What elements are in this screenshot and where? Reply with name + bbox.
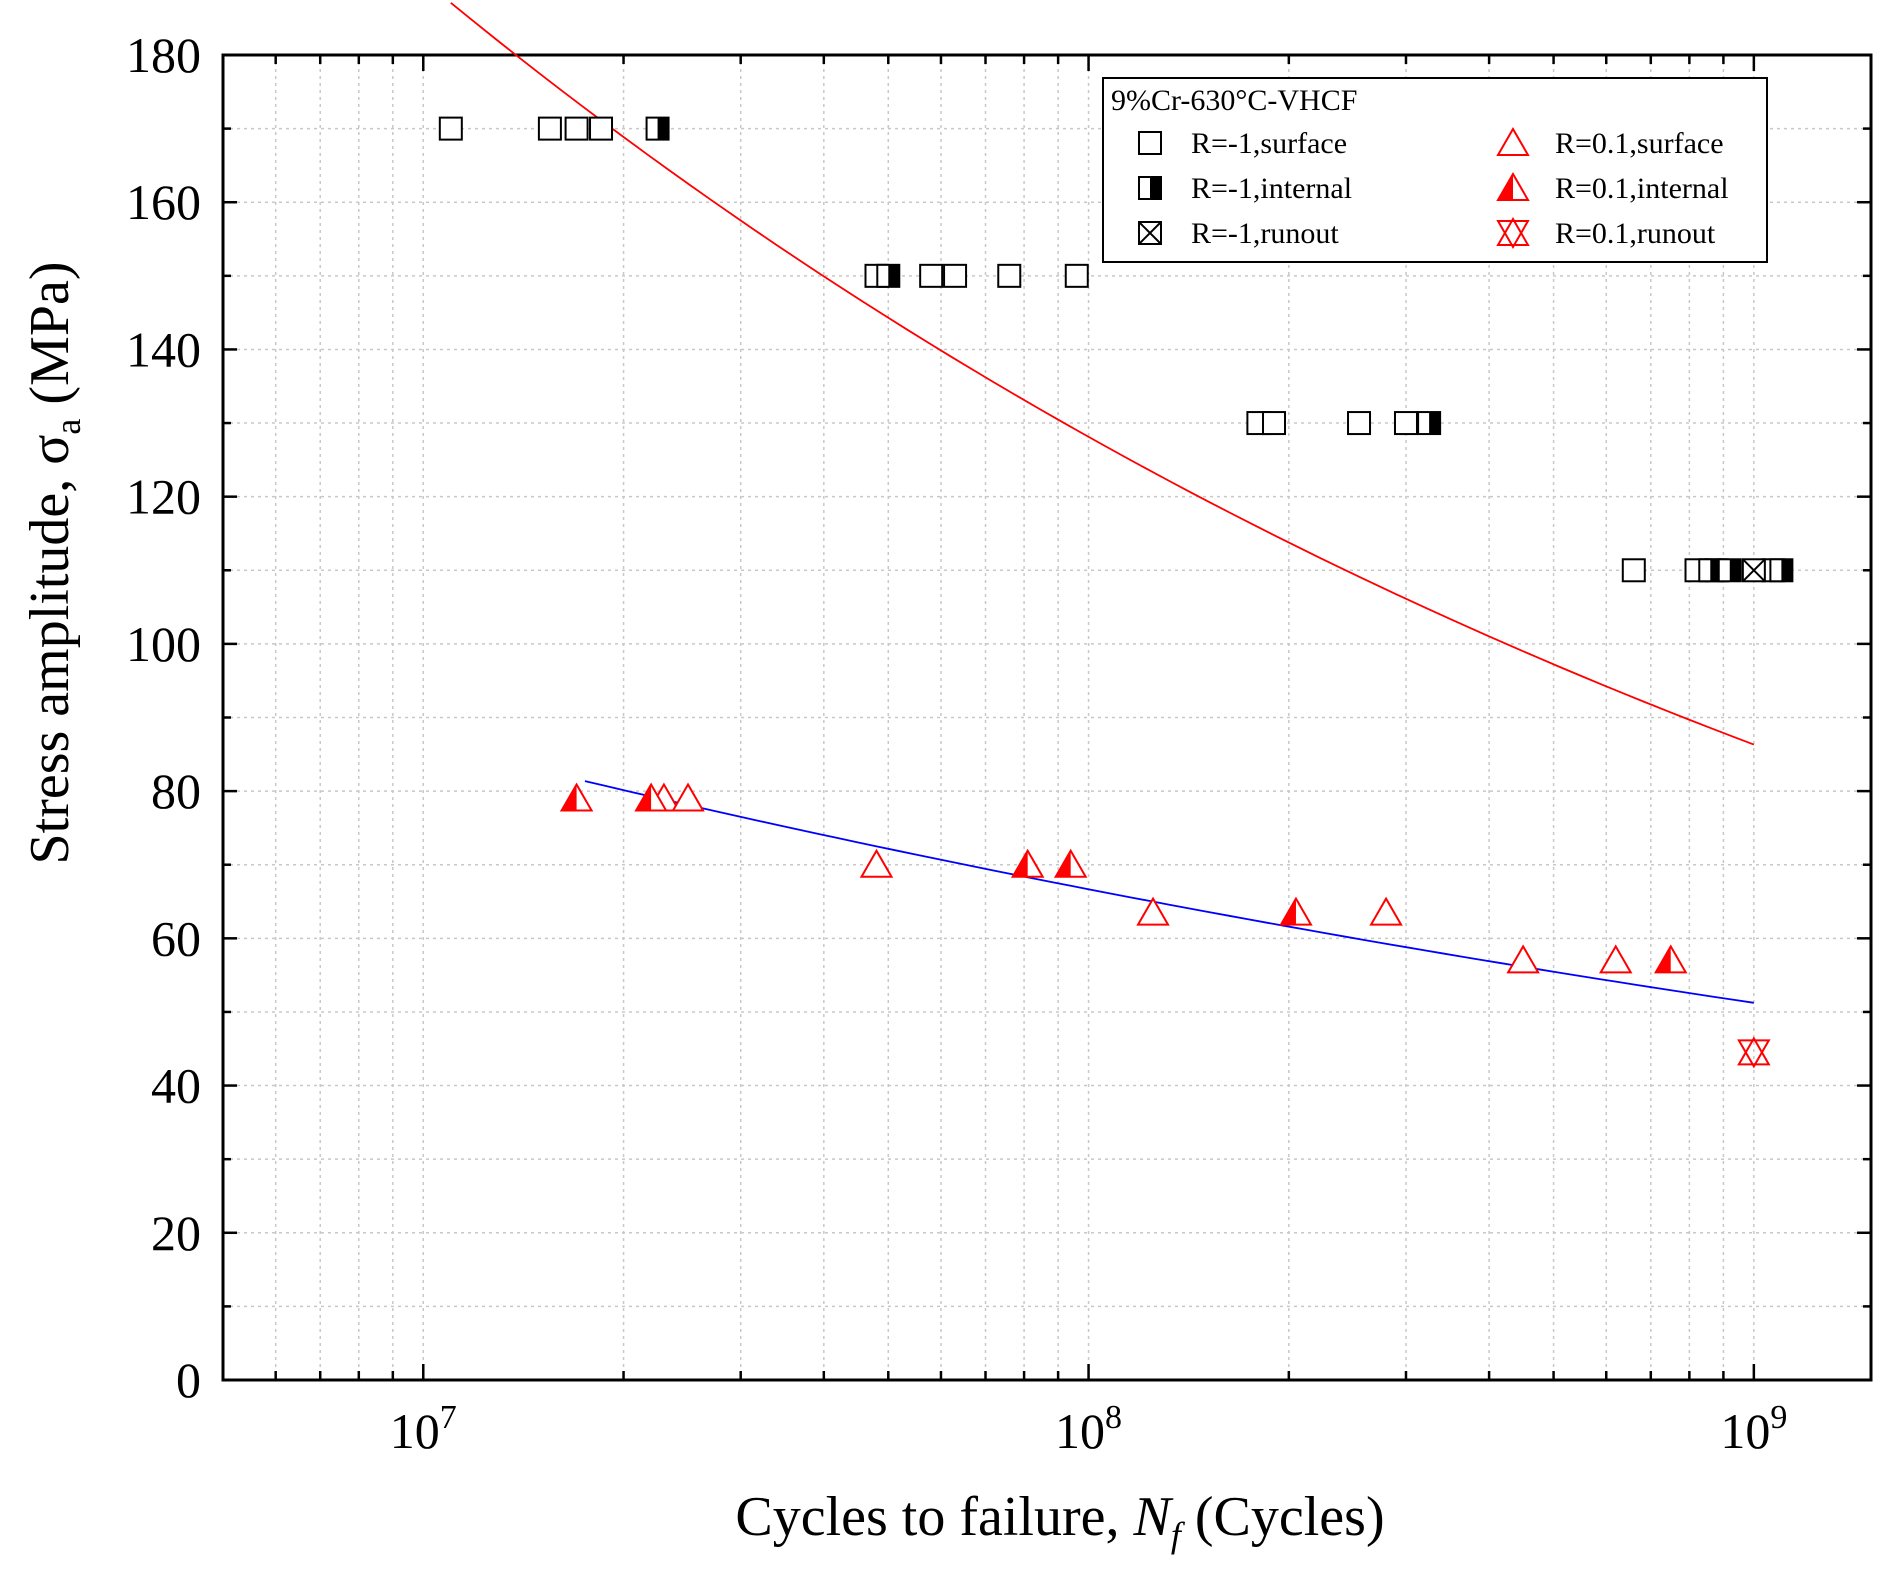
data-point <box>1506 944 1540 974</box>
legend-label: R=0.1,surface <box>1555 127 1724 160</box>
data-point <box>645 116 670 141</box>
legend-label: R=-1,runout <box>1191 217 1339 250</box>
series-r-0-1-internal <box>559 782 1688 974</box>
data-point <box>564 116 589 141</box>
series-r-1-surface <box>438 116 1786 583</box>
data-point <box>1741 558 1766 583</box>
data-point <box>1393 411 1418 436</box>
data-points <box>438 116 1794 1069</box>
data-point <box>1010 848 1045 878</box>
legend-marker <box>1138 176 1162 200</box>
data-point <box>1737 1036 1771 1069</box>
data-point <box>1653 944 1688 974</box>
x-tick-label: 109 <box>1720 1399 1787 1459</box>
data-point <box>1417 411 1442 436</box>
y-tick-label: 0 <box>176 1352 201 1408</box>
data-point <box>876 263 901 288</box>
x-tick-label: 108 <box>1055 1399 1122 1459</box>
data-point <box>1136 896 1170 926</box>
data-point <box>634 782 668 812</box>
axes: 0 20 40 60 80 100 120 140 160 180 107 108 109 <box>126 27 1873 1459</box>
x-tick-label: 107 <box>390 1399 457 1459</box>
fit-line <box>584 780 1754 1004</box>
series-r-1-internal <box>645 116 1794 583</box>
data-point <box>537 116 562 141</box>
data-point <box>943 263 968 288</box>
data-point <box>1598 944 1633 974</box>
legend-label: R=0.1,runout <box>1555 217 1716 250</box>
y-tick-label: 180 <box>126 27 201 83</box>
legend-marker <box>1496 171 1530 201</box>
fit-lines <box>450 2 1755 1004</box>
data-point <box>589 116 614 141</box>
data-point <box>1053 848 1088 878</box>
y-axis-title: Stress amplitude, σa (MPa) <box>19 261 88 864</box>
legend-title: 9%Cr-630°C-VHCF <box>1111 84 1357 117</box>
data-point <box>919 263 944 288</box>
legend-marker <box>1496 126 1530 156</box>
x-axis-title: Cycles to failure, Nf (Cycles) <box>735 1486 1384 1555</box>
legend-label: R=-1,internal <box>1191 172 1352 205</box>
data-point <box>1369 896 1403 926</box>
data-point <box>559 782 594 812</box>
data-point <box>671 782 705 812</box>
data-point <box>1621 558 1646 583</box>
y-tick-label: 60 <box>151 910 201 966</box>
legend: 9%Cr-630°C-VHCF R=-1,surface R=0.1,surface… <box>1102 77 1768 263</box>
legend-marker <box>1138 131 1162 155</box>
data-point <box>1262 411 1287 436</box>
y-tick-label: 160 <box>126 174 201 230</box>
data-point <box>1279 896 1313 926</box>
y-tick-label: 100 <box>126 616 201 672</box>
fit-line <box>450 2 1755 746</box>
data-point <box>997 263 1022 288</box>
legend-marker <box>1138 221 1162 245</box>
legend-box <box>1102 77 1768 263</box>
data-point <box>1064 263 1089 288</box>
data-point <box>438 116 463 141</box>
series-r-1-runout <box>1741 558 1766 583</box>
data-point <box>1717 558 1742 583</box>
data-point <box>1347 411 1372 436</box>
series-r-0-1-runout <box>1737 1036 1771 1069</box>
y-tick-label: 40 <box>151 1058 201 1114</box>
legend-label: R=-1,surface <box>1191 127 1347 160</box>
legend-label: R=0.1,internal <box>1555 172 1729 205</box>
y-tick-label: 140 <box>126 321 201 377</box>
y-tick-label: 120 <box>126 469 201 525</box>
data-point <box>1769 558 1794 583</box>
data-point <box>1698 558 1723 583</box>
y-tick-label: 80 <box>151 763 201 819</box>
data-point <box>859 848 894 878</box>
legend-marker <box>1496 216 1530 250</box>
y-tick-label: 20 <box>151 1205 201 1261</box>
